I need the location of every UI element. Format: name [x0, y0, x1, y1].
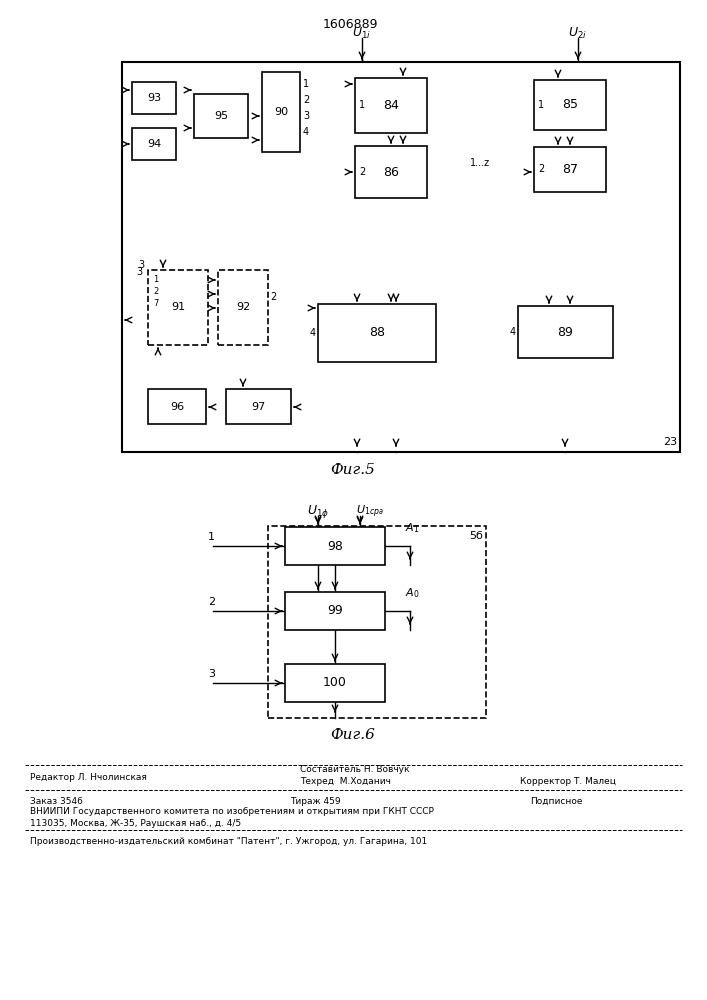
Text: 92: 92: [236, 302, 250, 312]
Text: 89: 89: [558, 326, 573, 338]
Text: Редактор Л. Нчолинская: Редактор Л. Нчолинская: [30, 774, 147, 782]
Text: 99: 99: [327, 604, 343, 617]
Bar: [518, 306, 613, 358]
Text: 2: 2: [153, 288, 158, 296]
Text: 84: 84: [383, 99, 399, 112]
Bar: [148, 270, 208, 345]
Text: 2: 2: [208, 597, 215, 607]
Text: Тираж 459: Тираж 459: [290, 796, 341, 806]
Text: Заказ 3546: Заказ 3546: [30, 796, 83, 806]
Bar: [148, 389, 206, 424]
Text: 23: 23: [663, 437, 677, 447]
Text: $A_0$: $A_0$: [405, 586, 419, 600]
Text: 94: 94: [147, 139, 161, 149]
Text: $U_{1i}$: $U_{1i}$: [353, 25, 372, 41]
Text: 1: 1: [359, 101, 365, 110]
Text: 4: 4: [310, 328, 316, 338]
Text: $A_1$: $A_1$: [405, 521, 419, 535]
Text: 2: 2: [359, 167, 366, 177]
Bar: [285, 664, 385, 702]
Text: Техред  М.Ходанич: Техред М.Ходанич: [300, 778, 391, 786]
Text: 86: 86: [383, 165, 399, 178]
Bar: [534, 80, 606, 130]
Text: 98: 98: [327, 540, 343, 552]
Text: 4: 4: [303, 127, 309, 137]
Text: 3: 3: [136, 267, 142, 277]
Text: 2: 2: [270, 292, 276, 302]
Text: 3: 3: [303, 111, 309, 121]
Text: 96: 96: [170, 401, 184, 412]
Text: 1: 1: [303, 79, 309, 89]
Text: 91: 91: [171, 302, 185, 312]
Bar: [262, 72, 300, 152]
Bar: [285, 527, 385, 565]
Text: Производственно-издательский комбинат "Патент", г. Ужгород, ул. Гагарина, 101: Производственно-издательский комбинат "П…: [30, 836, 427, 846]
Text: 97: 97: [252, 401, 266, 412]
Bar: [355, 78, 427, 133]
Text: 88: 88: [369, 326, 385, 340]
Bar: [226, 389, 291, 424]
Text: 93: 93: [147, 93, 161, 103]
Bar: [132, 128, 176, 160]
Text: 4: 4: [510, 327, 516, 337]
Text: 3: 3: [208, 669, 215, 679]
Text: 2: 2: [538, 164, 544, 174]
Text: $U_{1cp\partial}$: $U_{1cp\partial}$: [356, 504, 384, 520]
Bar: [318, 304, 436, 362]
Bar: [194, 94, 248, 138]
Bar: [268, 526, 486, 718]
Text: 1: 1: [538, 100, 544, 110]
Text: 1: 1: [153, 275, 158, 284]
Text: Фиг.5: Фиг.5: [331, 463, 375, 477]
Text: 1: 1: [208, 532, 215, 542]
Text: 113035, Москва, Ж-35, Раушская наб., д. 4/5: 113035, Москва, Ж-35, Раушская наб., д. …: [30, 818, 241, 828]
Text: 3: 3: [138, 260, 144, 270]
Text: Подписное: Подписное: [530, 796, 583, 806]
Text: 85: 85: [562, 99, 578, 111]
Bar: [534, 147, 606, 192]
Text: Корректор Т. Малец: Корректор Т. Малец: [520, 778, 616, 786]
Bar: [122, 62, 680, 452]
Bar: [355, 146, 427, 198]
Text: 1...z: 1...z: [470, 158, 490, 168]
Text: 2: 2: [303, 95, 309, 105]
Text: 100: 100: [323, 676, 347, 690]
Text: Составитель Н. Вовчук: Составитель Н. Вовчук: [300, 766, 409, 774]
Bar: [218, 270, 268, 345]
Text: 87: 87: [562, 163, 578, 176]
Text: 5б: 5б: [469, 531, 483, 541]
Bar: [285, 592, 385, 630]
Text: 7: 7: [153, 300, 158, 308]
Text: 90: 90: [274, 107, 288, 117]
Text: $U_{2i}$: $U_{2i}$: [568, 25, 588, 41]
Text: ВНИИПИ Государственного комитета по изобретениям и открытиям при ГКНТ СССР: ВНИИПИ Государственного комитета по изоб…: [30, 808, 434, 816]
Text: 1606889: 1606889: [322, 18, 378, 31]
Bar: [132, 82, 176, 114]
Text: $U_{1\phi}$: $U_{1\phi}$: [307, 504, 329, 520]
Text: 95: 95: [214, 111, 228, 121]
Text: Фиг.6: Фиг.6: [331, 728, 375, 742]
